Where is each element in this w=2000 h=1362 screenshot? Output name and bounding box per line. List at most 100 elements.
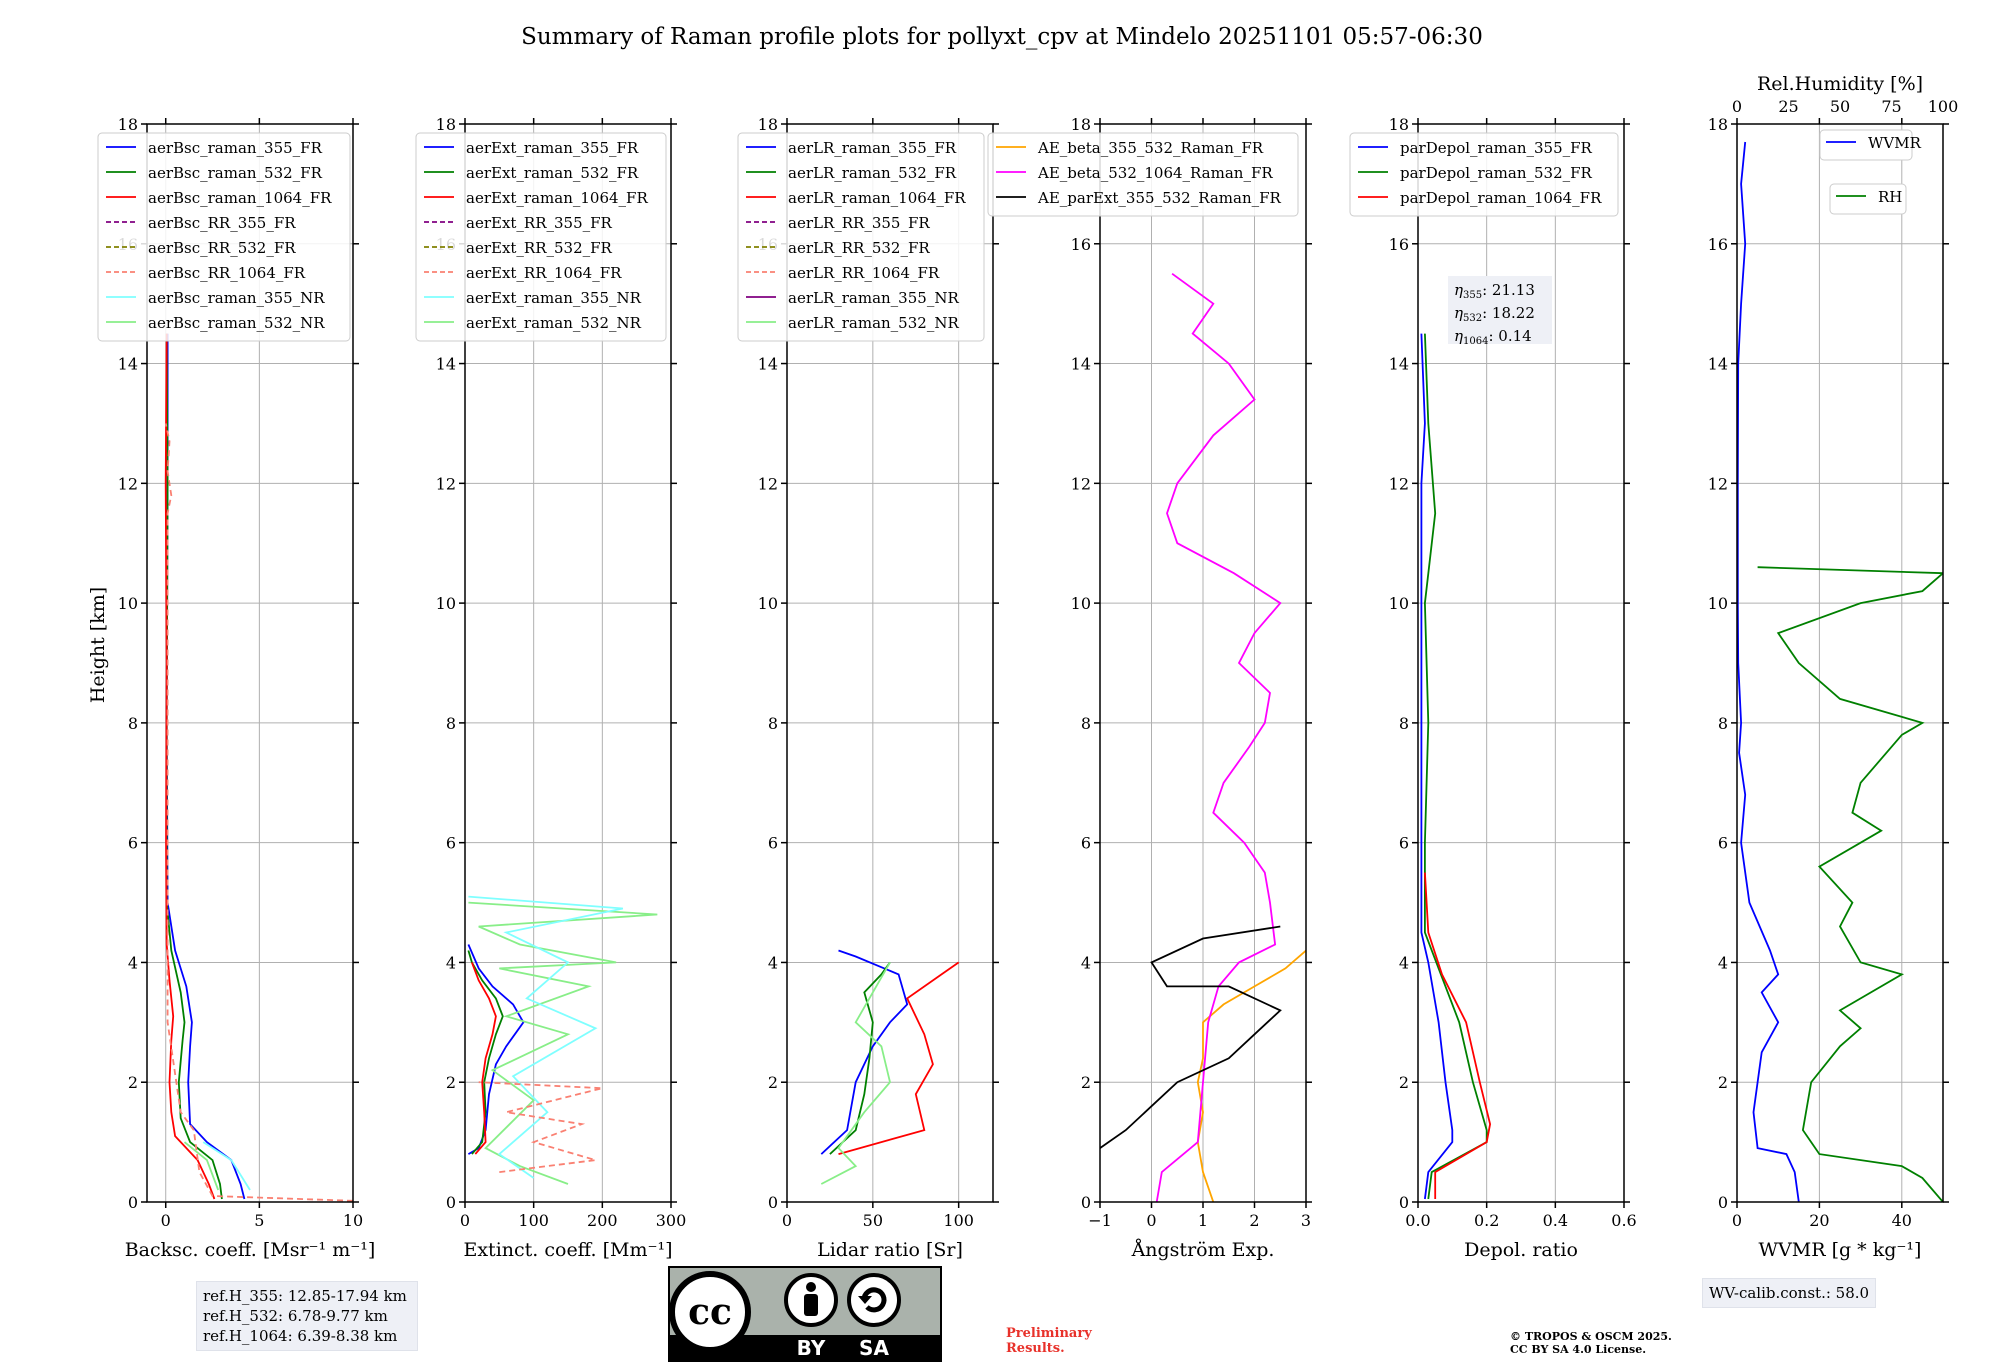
y-tick-label: 0 — [768, 1193, 778, 1212]
y-tick-label: 4 — [446, 953, 456, 972]
legend-entry: aerExt_raman_532_FR — [466, 164, 639, 182]
y-tick-label: 10 — [1708, 594, 1728, 613]
cc-by-label: BY — [797, 1336, 826, 1360]
legend-entry: aerLR_RR_355_FR — [788, 214, 930, 232]
y-tick-label: 8 — [128, 714, 138, 733]
cc-logo-icon — [669, 1271, 751, 1353]
series-line-aerBsc_raman_532_NR — [183, 1141, 220, 1191]
y-tick-label: 0 — [128, 1193, 138, 1212]
legend-entry: aerBsc_RR_1064_FR — [148, 264, 306, 282]
y-tick-label: 10 — [758, 594, 778, 613]
eta-annotation: η355: 21.13 η532: 18.22 η1064: 0.14 — [1448, 276, 1552, 347]
y-tick-label: 12 — [1071, 474, 1091, 493]
wv-calib-box: WV-calib.const.: 58.0 — [1702, 1278, 1877, 1308]
series-line-WVMR — [1737, 141, 1800, 1202]
y-tick-label: 12 — [436, 474, 456, 493]
x-tick-label: 2 — [1249, 1211, 1259, 1230]
svg-text:η355: 21.13: η355: 21.13 — [1454, 281, 1535, 301]
svg-text:η1064: 0.14: η1064: 0.14 — [1454, 327, 1532, 347]
legend-entry: aerBsc_raman_1064_FR — [148, 189, 332, 207]
x-axis-label: WVMR [g * kg⁻¹] — [1759, 1239, 1922, 1261]
legend-entry: parDepol_raman_532_FR — [1400, 164, 1593, 182]
x-tick-label: 300 — [656, 1211, 687, 1230]
panel-extinction: 0246810121416180100200300Extinct. coeff.… — [415, 115, 687, 1261]
series-group — [1420, 333, 1492, 1200]
legend-box — [1819, 129, 1913, 161]
x-axis-label: Backsc. coeff. [Msr⁻¹ m⁻¹] — [125, 1239, 376, 1261]
legend-entry: aerBsc_RR_532_FR — [148, 239, 296, 257]
series-line-aerBsc_RR_1064_FR — [164, 423, 353, 1202]
x-tick-label: 100 — [943, 1211, 974, 1230]
y-tick-label: 18 — [436, 115, 456, 134]
legend-entry: aerLR_RR_532_FR — [788, 239, 930, 257]
y-tick-label: 8 — [1718, 714, 1728, 733]
cc-sa-label: SA — [859, 1336, 889, 1360]
legend-box — [97, 132, 351, 342]
axes-frame — [464, 123, 672, 1203]
axes-frame — [786, 123, 994, 1203]
legend-entry: aerExt_raman_1064_FR — [466, 189, 648, 207]
legend: AE_beta_355_532_Raman_FR AE_beta_532_1064… — [987, 132, 1299, 217]
y-tick-label: 4 — [1081, 953, 1091, 972]
legend-entry: AE_beta_355_532_Raman_FR — [1037, 139, 1264, 157]
legend-entry: aerBsc_raman_532_NR — [148, 314, 325, 332]
legend-entry: aerBsc_raman_355_NR — [148, 289, 325, 307]
legend-box — [987, 132, 1299, 217]
reference-height-box: ref.H_355: 12.85-17.94 km ref.H_532: 6.7… — [196, 1281, 418, 1351]
eta-355-value: 21.13 — [1492, 281, 1535, 299]
legend: aerLR_raman_355_FR aerLR_raman_532_FR aerL… — [737, 132, 985, 342]
x-tick-label: 0.0 — [1405, 1211, 1430, 1230]
legend-box — [415, 132, 667, 342]
legend-entry: aerLR_raman_355_NR — [788, 289, 959, 307]
series-line-aerExt_raman_1064_FR — [471, 962, 497, 1155]
series-group — [1737, 141, 1943, 1202]
y-tick-label: 18 — [118, 115, 138, 134]
y-tick-label: 18 — [758, 115, 778, 134]
copyright-note: © TROPOS & OSCM 2025. CC BY SA 4.0 Licen… — [1510, 1330, 1672, 1356]
y-tick-label: 16 — [1389, 235, 1409, 254]
series-line-AE_beta_355_532_Raman_FR — [1196, 949, 1306, 1202]
y-tick-label: 10 — [1071, 594, 1091, 613]
legend: parDepol_raman_355_FR parDepol_raman_532_… — [1349, 132, 1619, 217]
top-axis-label: Rel.Humidity [%] — [1757, 73, 1923, 95]
axes-frame — [146, 123, 354, 1203]
y-tick-label: 0 — [1081, 1193, 1091, 1212]
legend-box — [1349, 132, 1619, 217]
legend: WVMR RH — [1819, 129, 1922, 215]
x-axis-label: Ångström Exp. — [1131, 1239, 1275, 1261]
ref-h-532: ref.H_532: 6.78-9.77 km — [203, 1307, 388, 1325]
legend-entry: aerLR_raman_355_FR — [788, 139, 957, 157]
legend-entry: RH — [1878, 188, 1902, 206]
y-tick-label: 14 — [118, 355, 138, 374]
legend-entry: parDepol_raman_1064_FR — [1400, 189, 1602, 207]
y-tick-label: 16 — [1071, 235, 1091, 254]
x-tick-label: 0 — [460, 1211, 470, 1230]
legend-entry: aerExt_RR_532_FR — [466, 239, 613, 257]
y-tick-label: 6 — [128, 834, 138, 853]
legend-box — [737, 132, 985, 342]
series-line-aerBsc_raman_1064_FR — [164, 333, 216, 1200]
series-line-RH — [1757, 566, 1943, 1202]
legend-box — [1829, 183, 1907, 215]
legend-entry: aerLR_RR_1064_FR — [788, 264, 940, 282]
eta-532-value: 18.22 — [1492, 304, 1535, 322]
y-tick-label: 12 — [1389, 474, 1409, 493]
series-line-aerLR_raman_355_FR — [820, 949, 909, 1155]
top-tick-label: 50 — [1830, 97, 1850, 116]
series-group — [467, 895, 658, 1185]
legend-entry: parDepol_raman_355_FR — [1400, 139, 1593, 157]
x-tick-label: 10 — [343, 1211, 363, 1230]
legend-entry: aerExt_raman_532_NR — [466, 314, 642, 332]
series-line-parDepol_raman_355_FR — [1420, 333, 1454, 1200]
x-tick-label: 3 — [1301, 1211, 1311, 1230]
legend-entry: aerBsc_raman_532_FR — [148, 164, 323, 182]
x-tick-label: 50 — [863, 1211, 883, 1230]
x-tick-label: 0 — [782, 1211, 792, 1230]
y-tick-label: 4 — [1718, 953, 1728, 972]
ref-h-355: ref.H_355: 12.85-17.94 km — [203, 1287, 407, 1305]
y-tick-label: 8 — [1081, 714, 1091, 733]
x-tick-label: 100 — [518, 1211, 549, 1230]
y-tick-label: 0 — [1718, 1193, 1728, 1212]
x-tick-label: 0.2 — [1474, 1211, 1499, 1230]
